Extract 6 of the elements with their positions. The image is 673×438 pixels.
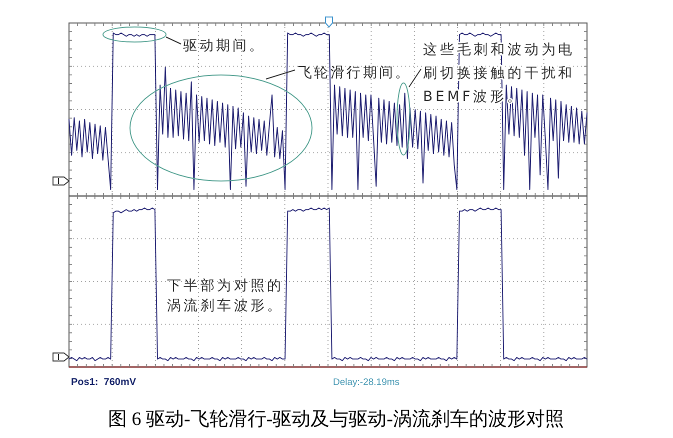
annotation: 飞轮滑行期间。 — [298, 65, 412, 81]
caption: 图 6 驱动-飞轮滑行-驱动及与驱动-涡流刹车的波形对照 — [108, 408, 564, 430]
text: Pos1: 760mV — [71, 377, 136, 388]
text: Delay:-28.19ms — [333, 377, 400, 388]
annotation: 驱动期间。 — [183, 38, 266, 54]
annotation: 下半部为对照的涡流刹车波形。 — [167, 278, 284, 314]
